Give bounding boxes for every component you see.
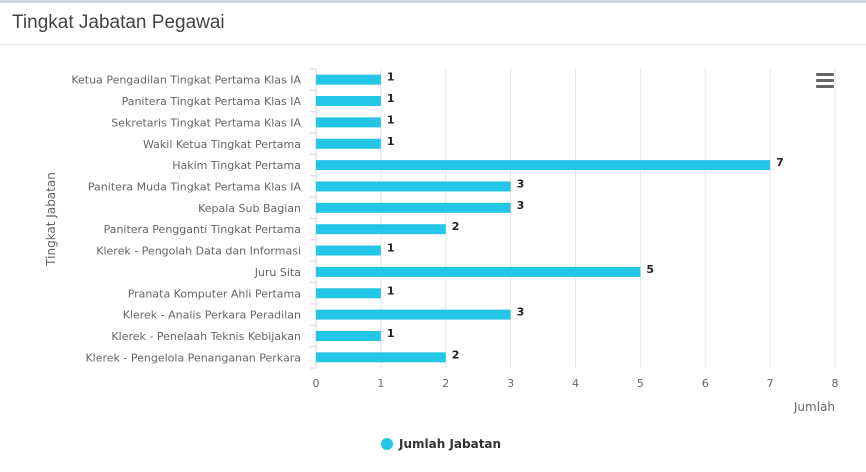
bar (316, 181, 511, 192)
panel-title: Tingkat Jabatan Pegawai (12, 12, 225, 33)
x-tick-label: 0 (313, 377, 320, 390)
hamburger-menu-icon[interactable] (814, 73, 836, 93)
x-tick-label: 4 (572, 377, 579, 390)
category-label: Wakil Ketua Tingkat Pertama (143, 138, 301, 151)
bar (316, 266, 641, 277)
bar (316, 202, 511, 213)
x-tick-label: 6 (702, 377, 709, 390)
panel-header: Tingkat Jabatan Pegawai (0, 3, 866, 45)
category-label: Klerek - Pengolah Data dan Informasi (96, 245, 301, 258)
data-label: 3 (517, 177, 525, 190)
data-label: 5 (646, 263, 654, 276)
x-tick-label: 7 (767, 377, 774, 390)
legend-label: Jumlah Jabatan (399, 437, 502, 451)
category-label: Panitera Pengganti Tingkat Pertama (104, 223, 301, 236)
category-label: Ketua Pengadilan Tingkat Pertama Klas IA (71, 74, 301, 87)
x-tick-label: 1 (377, 377, 384, 390)
data-label: 1 (387, 92, 395, 105)
category-label: Klerek - Penelaah Teknis Kebijakan (111, 330, 301, 343)
legend-item[interactable]: Jumlah Jabatan (381, 435, 501, 453)
legend-marker (381, 438, 393, 450)
bar (316, 288, 381, 299)
data-label: 1 (387, 327, 395, 340)
category-label: Klerek - Pengelola Penanganan Perkara (85, 351, 301, 364)
category-label: Klerek - Analis Perkara Peradilan (123, 309, 301, 322)
x-tick-label: 3 (507, 377, 514, 390)
bar (316, 138, 381, 149)
category-label: Sekretaris Tingkat Pertama Klas IA (111, 116, 301, 129)
category-label: Pranata Komputer Ahli Pertama (128, 287, 301, 300)
data-label: 1 (387, 71, 395, 84)
category-label: Hakim Tingkat Pertama (172, 159, 301, 172)
bar (316, 352, 446, 363)
data-label: 1 (387, 242, 395, 255)
data-label: 2 (452, 220, 460, 233)
data-label: 1 (387, 135, 395, 148)
bar (316, 160, 771, 171)
data-label: 2 (452, 348, 460, 361)
bar (316, 309, 511, 320)
category-label: Juru Sita (254, 266, 301, 279)
data-label: 3 (517, 306, 525, 319)
menu-line (816, 73, 834, 76)
x-tick-label: 5 (637, 377, 644, 390)
bar (316, 330, 381, 341)
category-label: Panitera Tingkat Pertama Klas IA (122, 95, 302, 108)
data-label: 3 (517, 199, 525, 212)
bar (316, 96, 381, 107)
bar-chart: 0 1 2 3 4 5 6 7 8 Ketua Pengadilan Tingkat Pertam… (44, 68, 839, 414)
bar (316, 224, 446, 235)
x-tick-label: 8 (832, 377, 839, 390)
data-label: 1 (387, 113, 395, 126)
data-label: 1 (387, 284, 395, 297)
menu-line (816, 79, 834, 82)
menu-line (816, 85, 834, 88)
x-tick-label: 2 (442, 377, 449, 390)
category-axis-title: Tingkat Jabatan (44, 172, 58, 267)
value-axis-title: Jumlah (793, 400, 835, 414)
bar (316, 117, 381, 128)
bar (316, 245, 381, 256)
data-label: 7 (776, 156, 784, 169)
bar (316, 74, 381, 85)
category-label: Kepala Sub Bagian (198, 202, 301, 215)
category-label: Panitera Muda Tingkat Pertama Klas IA (88, 180, 302, 193)
